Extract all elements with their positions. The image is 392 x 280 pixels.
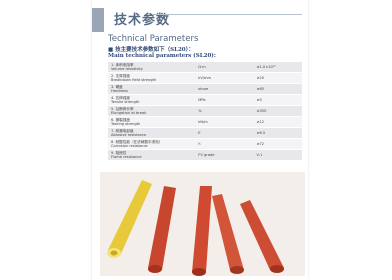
param-en: Hardness <box>111 89 192 93</box>
section-title-en: Main technical parameters (SL20): <box>108 53 216 59</box>
param-en: Elongation at break <box>111 111 192 115</box>
value-cell: ≥5 <box>253 95 302 106</box>
page: 技术参数 Technical Parameters ■ 技主要技术参数如下（SL… <box>0 0 392 280</box>
value-cell: ≥65 <box>253 84 302 95</box>
section-title: ■ 技主要技术参数如下（SL20）： <box>108 45 194 53</box>
rule <box>152 14 302 15</box>
unit-cell: kN/m <box>195 117 253 128</box>
unit-cell: % <box>195 106 253 117</box>
value-cell: ≥20 <box>253 73 302 84</box>
header-band <box>92 8 104 32</box>
param-en: Flame resistance <box>111 155 192 159</box>
value-cell: ≥12 <box>253 117 302 128</box>
param-en: Volume resistivity <box>111 67 192 71</box>
value-cell: ≥1.0×10¹² <box>253 62 302 73</box>
param-en: Tensile strength <box>111 100 192 104</box>
unit-cell: h <box>195 139 253 150</box>
title: 技术参数 <box>114 9 170 28</box>
param-en: Abrasive resistance <box>111 133 192 137</box>
unit-cell: Ω·m <box>195 62 253 73</box>
value-cell: V-1 <box>253 150 302 161</box>
unit-cell: kV/mm <box>195 73 253 84</box>
product-photo <box>100 172 305 276</box>
value-cell: ≥6.5 <box>253 128 302 139</box>
unit-cell: FV grade <box>195 150 253 161</box>
param-en: Corrosion resistance <box>111 144 192 148</box>
unit-cell: E <box>195 128 253 139</box>
unit-cell: MPa <box>195 95 253 106</box>
subtitle: Technical Parameters <box>108 34 198 44</box>
param-en: Tearing strength <box>111 122 192 126</box>
value-cell: ≥72 <box>253 139 302 150</box>
value-cell: ≥350 <box>253 106 302 117</box>
param-cell: 8. 耐酸性能（在浓硝酸中浸泡）Corrosion resistance <box>108 139 195 150</box>
param-en: Breakdown field strength <box>111 78 192 82</box>
unit-cell: shore <box>195 84 253 95</box>
